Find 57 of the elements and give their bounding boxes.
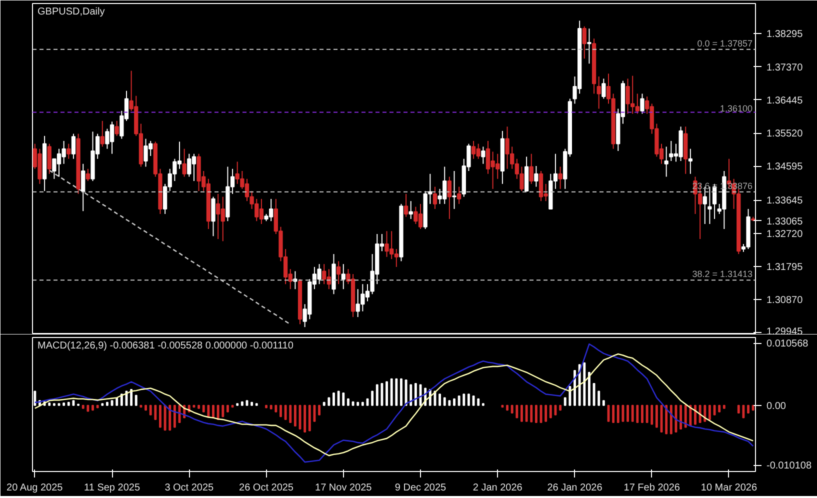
candlestick	[100, 120, 104, 148]
candlestick	[71, 133, 76, 160]
candlestick	[81, 163, 86, 212]
candlestick	[664, 146, 668, 178]
y-tick-label: 1.30870	[766, 295, 804, 306]
candlestick	[481, 146, 486, 164]
candlestick	[452, 170, 456, 210]
x-tick-label: 20 Aug 2025	[6, 482, 64, 494]
candlestick	[47, 143, 52, 174]
y-tick-label: 0.010568	[766, 338, 809, 350]
y-tick-label: 1.37370	[766, 62, 804, 74]
candlestick	[447, 176, 452, 220]
candlestick	[457, 186, 462, 204]
y-tick-label: 0.00	[766, 400, 786, 412]
candlestick	[408, 200, 413, 220]
x-tick-label: 9 Dec 2025	[394, 482, 447, 494]
x-tick-label: 10 Mar 2026	[700, 482, 758, 494]
x-tick-label: 2 Jan 2026	[472, 482, 523, 494]
candlestick	[582, 26, 586, 60]
candlestick	[602, 78, 606, 100]
candlestick	[336, 260, 341, 285]
ref-line-label: 38.2 = 1.31413	[692, 269, 753, 280]
candlestick	[558, 166, 562, 190]
candlestick	[587, 28, 592, 64]
x-tick-label: 11 Sep 2025	[84, 482, 140, 494]
y-tick-label: 1.35520	[766, 128, 804, 140]
candlestick	[66, 143, 71, 160]
x-tick-label: 17 Nov 2025	[315, 482, 372, 494]
x-tick-label: 26 Jan 2026	[547, 482, 603, 494]
candlestick	[114, 120, 119, 136]
x-tick-label: 17 Feb 2026	[624, 482, 680, 494]
ref-line-label: 1.36100	[720, 103, 753, 114]
y-tick-label: 1.34595	[766, 162, 804, 173]
y-tick-label: 1.33645	[766, 196, 804, 207]
chart-title: MACD(12,26,9) -0.006381 -0.005528 0.000000 -0.001110	[38, 340, 294, 352]
candlestick	[708, 186, 712, 224]
chart-title: GBPUSD,Daily	[38, 6, 105, 18]
candlestick	[404, 193, 408, 218]
ref-line-label: 0.0 = 1.37857	[697, 38, 753, 48]
x-tick-label: 26 Oct 2025	[239, 482, 294, 494]
y-tick-label: 1.32720	[766, 228, 804, 240]
y-tick-label: 1.33065	[766, 216, 804, 228]
y-tick-label: -0.010108	[766, 460, 812, 472]
candlestick	[211, 196, 216, 237]
candlestick	[86, 168, 90, 182]
candlestick	[640, 93, 644, 114]
candlestick	[596, 76, 601, 110]
y-tick-label: 1.38295	[766, 29, 804, 40]
x-tick-label: 3 Oct 2025	[164, 482, 214, 494]
y-tick-label: 1.31795	[766, 262, 804, 273]
candlestick	[534, 165, 538, 188]
candlestick	[182, 148, 186, 178]
candlestick	[341, 264, 346, 290]
y-tick-label: 1.36445	[766, 95, 804, 106]
candlestick	[688, 148, 692, 174]
candlestick	[529, 153, 534, 184]
candlestick	[432, 186, 438, 210]
